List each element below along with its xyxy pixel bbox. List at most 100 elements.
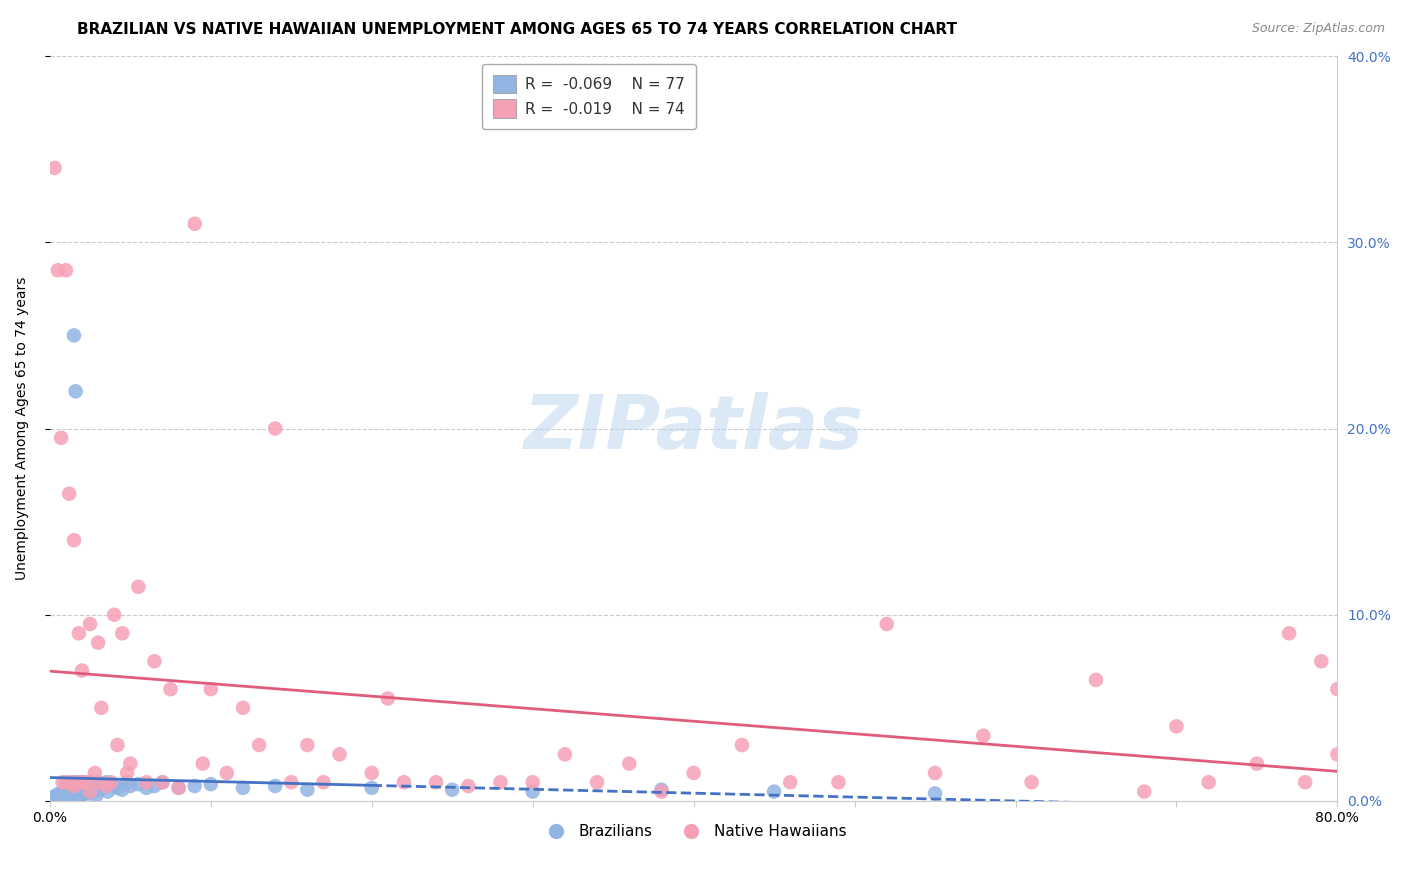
Point: [135, 780, 157, 795]
Point: [80, 779, 103, 793]
Point: [76, 777, 98, 791]
Point: [63, 779, 86, 793]
Point: [200, 682, 222, 697]
Point: [79, 784, 101, 798]
Point: [58, 789, 80, 803]
Point: [135, 775, 157, 789]
Point: [127, 580, 149, 594]
Point: [1310, 654, 1333, 668]
Point: [65, 786, 87, 800]
Point: [232, 700, 254, 714]
Point: [82, 784, 104, 798]
Point: [79, 775, 101, 789]
Point: [53, 794, 76, 808]
Point: [49, 789, 72, 803]
Point: [120, 779, 142, 793]
Point: [1246, 756, 1268, 771]
Point: [1133, 784, 1156, 798]
Point: [312, 775, 335, 789]
Point: [59, 775, 82, 789]
Point: [682, 766, 704, 780]
Point: [152, 775, 174, 789]
Point: [69, 790, 91, 805]
Point: [167, 780, 190, 795]
Point: [70, 775, 93, 789]
Point: [392, 775, 415, 789]
Point: [67, 775, 90, 789]
Point: [650, 782, 672, 797]
Point: [1278, 626, 1301, 640]
Point: [55, 780, 77, 795]
Point: [72, 775, 94, 789]
Point: [924, 786, 946, 800]
Point: [48, 786, 70, 800]
Point: [63, 789, 86, 803]
Point: [59, 792, 82, 806]
Point: [650, 784, 672, 798]
Point: [83, 766, 105, 780]
Point: [779, 775, 801, 789]
Point: [46, 792, 69, 806]
Point: [45, 794, 67, 808]
Point: [143, 779, 166, 793]
Point: [328, 747, 350, 762]
Point: [1198, 775, 1220, 789]
Point: [489, 775, 512, 789]
Point: [86, 789, 108, 803]
Point: [52, 784, 75, 798]
Point: [55, 792, 77, 806]
Point: [44, 792, 66, 806]
Text: BRAZILIAN VS NATIVE HAWAIIAN UNEMPLOYMENT AMONG AGES 65 TO 74 YEARS CORRELATION : BRAZILIAN VS NATIVE HAWAIIAN UNEMPLOYMEN…: [77, 22, 957, 37]
Point: [63, 328, 86, 343]
Point: [49, 792, 72, 806]
Y-axis label: Unemployment Among Ages 65 to 74 years: Unemployment Among Ages 65 to 74 years: [15, 277, 30, 580]
Point: [425, 775, 447, 789]
Point: [53, 792, 76, 806]
Point: [763, 784, 786, 798]
Point: [107, 738, 129, 752]
Point: [183, 217, 205, 231]
Point: [75, 786, 97, 800]
Point: [377, 691, 399, 706]
Point: [60, 790, 83, 805]
Point: [457, 779, 479, 793]
Point: [77, 780, 100, 795]
Point: [586, 775, 609, 789]
Point: [441, 782, 464, 797]
Point: [554, 747, 576, 762]
Point: [120, 756, 142, 771]
Point: [63, 533, 86, 548]
Point: [58, 779, 80, 793]
Point: [75, 775, 97, 789]
Point: [55, 775, 77, 789]
Text: Source: ZipAtlas.com: Source: ZipAtlas.com: [1251, 22, 1385, 36]
Point: [152, 775, 174, 789]
Point: [100, 775, 122, 789]
Legend: Brazilians, Native Hawaiians: Brazilians, Native Hawaiians: [534, 818, 852, 846]
Point: [67, 775, 90, 789]
Point: [264, 779, 287, 793]
Point: [90, 779, 112, 793]
Point: [56, 790, 79, 805]
Point: [59, 790, 82, 805]
Point: [44, 161, 66, 175]
Point: [115, 775, 138, 789]
Point: [91, 780, 114, 795]
Point: [97, 784, 120, 798]
Point: [972, 729, 994, 743]
Point: [83, 780, 105, 795]
Point: [58, 486, 80, 500]
Point: [55, 789, 77, 803]
Point: [111, 626, 134, 640]
Point: [103, 607, 125, 622]
Point: [52, 790, 75, 805]
Point: [70, 664, 93, 678]
Point: [232, 780, 254, 795]
Point: [66, 789, 89, 803]
Point: [143, 654, 166, 668]
Point: [297, 738, 319, 752]
Point: [96, 775, 118, 789]
Point: [280, 775, 302, 789]
Point: [56, 784, 79, 798]
Point: [60, 782, 83, 797]
